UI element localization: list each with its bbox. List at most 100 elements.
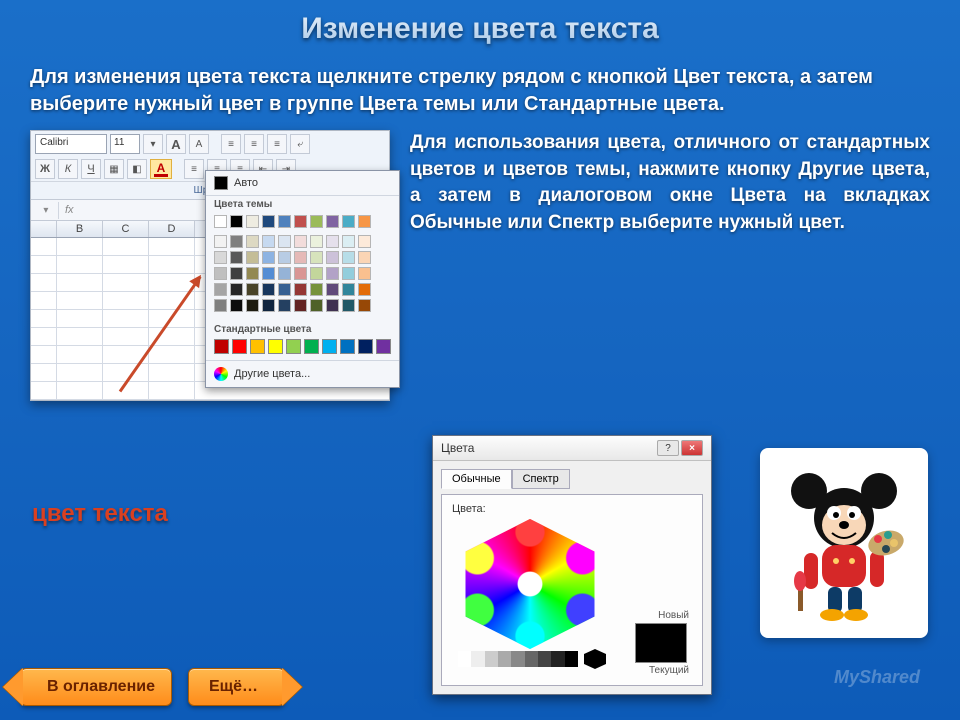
color-swatch[interactable] xyxy=(230,267,243,280)
color-hexagon[interactable] xyxy=(452,519,612,659)
color-swatch[interactable] xyxy=(230,283,243,296)
fx-icon[interactable]: fx xyxy=(59,204,80,216)
color-swatch[interactable] xyxy=(358,299,371,312)
color-swatch[interactable] xyxy=(358,251,371,264)
color-swatch[interactable] xyxy=(326,251,339,264)
color-swatch[interactable] xyxy=(214,215,227,228)
name-box[interactable]: ▾ xyxy=(31,202,59,219)
color-swatch[interactable] xyxy=(278,215,291,228)
fill-icon[interactable]: ◧ xyxy=(127,159,147,179)
align-center-icon[interactable]: ≡ xyxy=(244,134,264,154)
shrink-font-button[interactable]: A xyxy=(189,134,209,154)
color-swatch[interactable] xyxy=(230,215,243,228)
color-swatch[interactable] xyxy=(310,267,323,280)
color-swatch[interactable] xyxy=(358,339,373,354)
font-size-combo[interactable]: 11 xyxy=(110,134,140,154)
color-swatch[interactable] xyxy=(262,215,275,228)
color-swatch[interactable] xyxy=(304,339,319,354)
wrap-icon[interactable]: ⤶ xyxy=(290,134,310,154)
italic-button[interactable]: К xyxy=(58,159,78,179)
col-header[interactable]: B xyxy=(57,221,103,237)
color-swatch[interactable] xyxy=(310,235,323,248)
color-swatch[interactable] xyxy=(358,215,371,228)
color-swatch[interactable] xyxy=(326,235,339,248)
align-icon[interactable]: ≡ xyxy=(184,159,204,179)
tab-spectrum[interactable]: Спектр xyxy=(512,469,570,489)
tab-standard[interactable]: Обычные xyxy=(441,469,512,489)
color-swatch[interactable] xyxy=(230,299,243,312)
color-swatch[interactable] xyxy=(246,235,259,248)
color-swatch[interactable] xyxy=(294,299,307,312)
color-swatch[interactable] xyxy=(326,299,339,312)
color-swatch[interactable] xyxy=(246,299,259,312)
color-swatch[interactable] xyxy=(342,215,355,228)
color-swatch[interactable] xyxy=(278,235,291,248)
color-swatch[interactable] xyxy=(214,339,229,354)
color-swatch[interactable] xyxy=(340,339,355,354)
col-header[interactable]: D xyxy=(149,221,195,237)
color-swatch[interactable] xyxy=(262,251,275,264)
color-swatch[interactable] xyxy=(214,299,227,312)
color-swatch[interactable] xyxy=(358,235,371,248)
dropdown-icon[interactable]: ▾ xyxy=(143,134,163,154)
color-swatch[interactable] xyxy=(232,339,247,354)
more-button[interactable]: Ещё… xyxy=(188,668,285,706)
color-swatch[interactable] xyxy=(214,251,227,264)
color-swatch[interactable] xyxy=(310,283,323,296)
help-button[interactable]: ? xyxy=(657,440,679,456)
color-swatch[interactable] xyxy=(326,267,339,280)
color-swatch[interactable] xyxy=(310,215,323,228)
color-swatch[interactable] xyxy=(246,267,259,280)
color-swatch[interactable] xyxy=(214,267,227,280)
color-swatch[interactable] xyxy=(278,283,291,296)
border-icon[interactable]: ▦ xyxy=(104,159,124,179)
toc-button[interactable]: В оглавление xyxy=(20,668,172,706)
underline-button[interactable]: Ч xyxy=(81,159,101,179)
font-color-button[interactable]: A xyxy=(150,159,172,179)
font-name-combo[interactable]: Calibri xyxy=(35,134,107,154)
color-swatch[interactable] xyxy=(294,267,307,280)
color-swatch[interactable] xyxy=(326,215,339,228)
color-swatch[interactable] xyxy=(310,251,323,264)
color-swatch[interactable] xyxy=(262,283,275,296)
color-swatch[interactable] xyxy=(214,283,227,296)
auto-color-item[interactable]: Авто xyxy=(206,171,399,196)
color-swatch[interactable] xyxy=(326,283,339,296)
align-left-icon[interactable]: ≡ xyxy=(221,134,241,154)
color-swatch[interactable] xyxy=(268,339,283,354)
color-swatch[interactable] xyxy=(278,299,291,312)
color-swatch[interactable] xyxy=(230,235,243,248)
color-swatch[interactable] xyxy=(376,339,391,354)
color-swatch[interactable] xyxy=(230,251,243,264)
color-swatch[interactable] xyxy=(214,235,227,248)
color-swatch[interactable] xyxy=(294,251,307,264)
more-colors-item[interactable]: Другие цвета... xyxy=(206,360,399,387)
color-swatch[interactable] xyxy=(262,299,275,312)
bold-button[interactable]: Ж xyxy=(35,159,55,179)
color-swatch[interactable] xyxy=(246,251,259,264)
color-swatch[interactable] xyxy=(358,267,371,280)
color-swatch[interactable] xyxy=(250,339,265,354)
color-swatch[interactable] xyxy=(278,267,291,280)
color-swatch[interactable] xyxy=(342,283,355,296)
grow-font-button[interactable]: A xyxy=(166,134,186,154)
color-swatch[interactable] xyxy=(322,339,337,354)
col-header[interactable]: C xyxy=(103,221,149,237)
color-swatch[interactable] xyxy=(310,299,323,312)
color-swatch[interactable] xyxy=(342,235,355,248)
color-swatch[interactable] xyxy=(286,339,301,354)
color-swatch[interactable] xyxy=(294,283,307,296)
color-swatch[interactable] xyxy=(342,251,355,264)
color-swatch[interactable] xyxy=(358,283,371,296)
gray-strip[interactable] xyxy=(458,651,578,667)
align-right-icon[interactable]: ≡ xyxy=(267,134,287,154)
color-swatch[interactable] xyxy=(278,251,291,264)
color-swatch[interactable] xyxy=(342,299,355,312)
color-swatch[interactable] xyxy=(262,267,275,280)
color-swatch[interactable] xyxy=(262,235,275,248)
color-swatch[interactable] xyxy=(342,267,355,280)
color-swatch[interactable] xyxy=(246,283,259,296)
close-button[interactable]: × xyxy=(681,440,703,456)
color-swatch[interactable] xyxy=(294,235,307,248)
color-swatch[interactable] xyxy=(294,215,307,228)
